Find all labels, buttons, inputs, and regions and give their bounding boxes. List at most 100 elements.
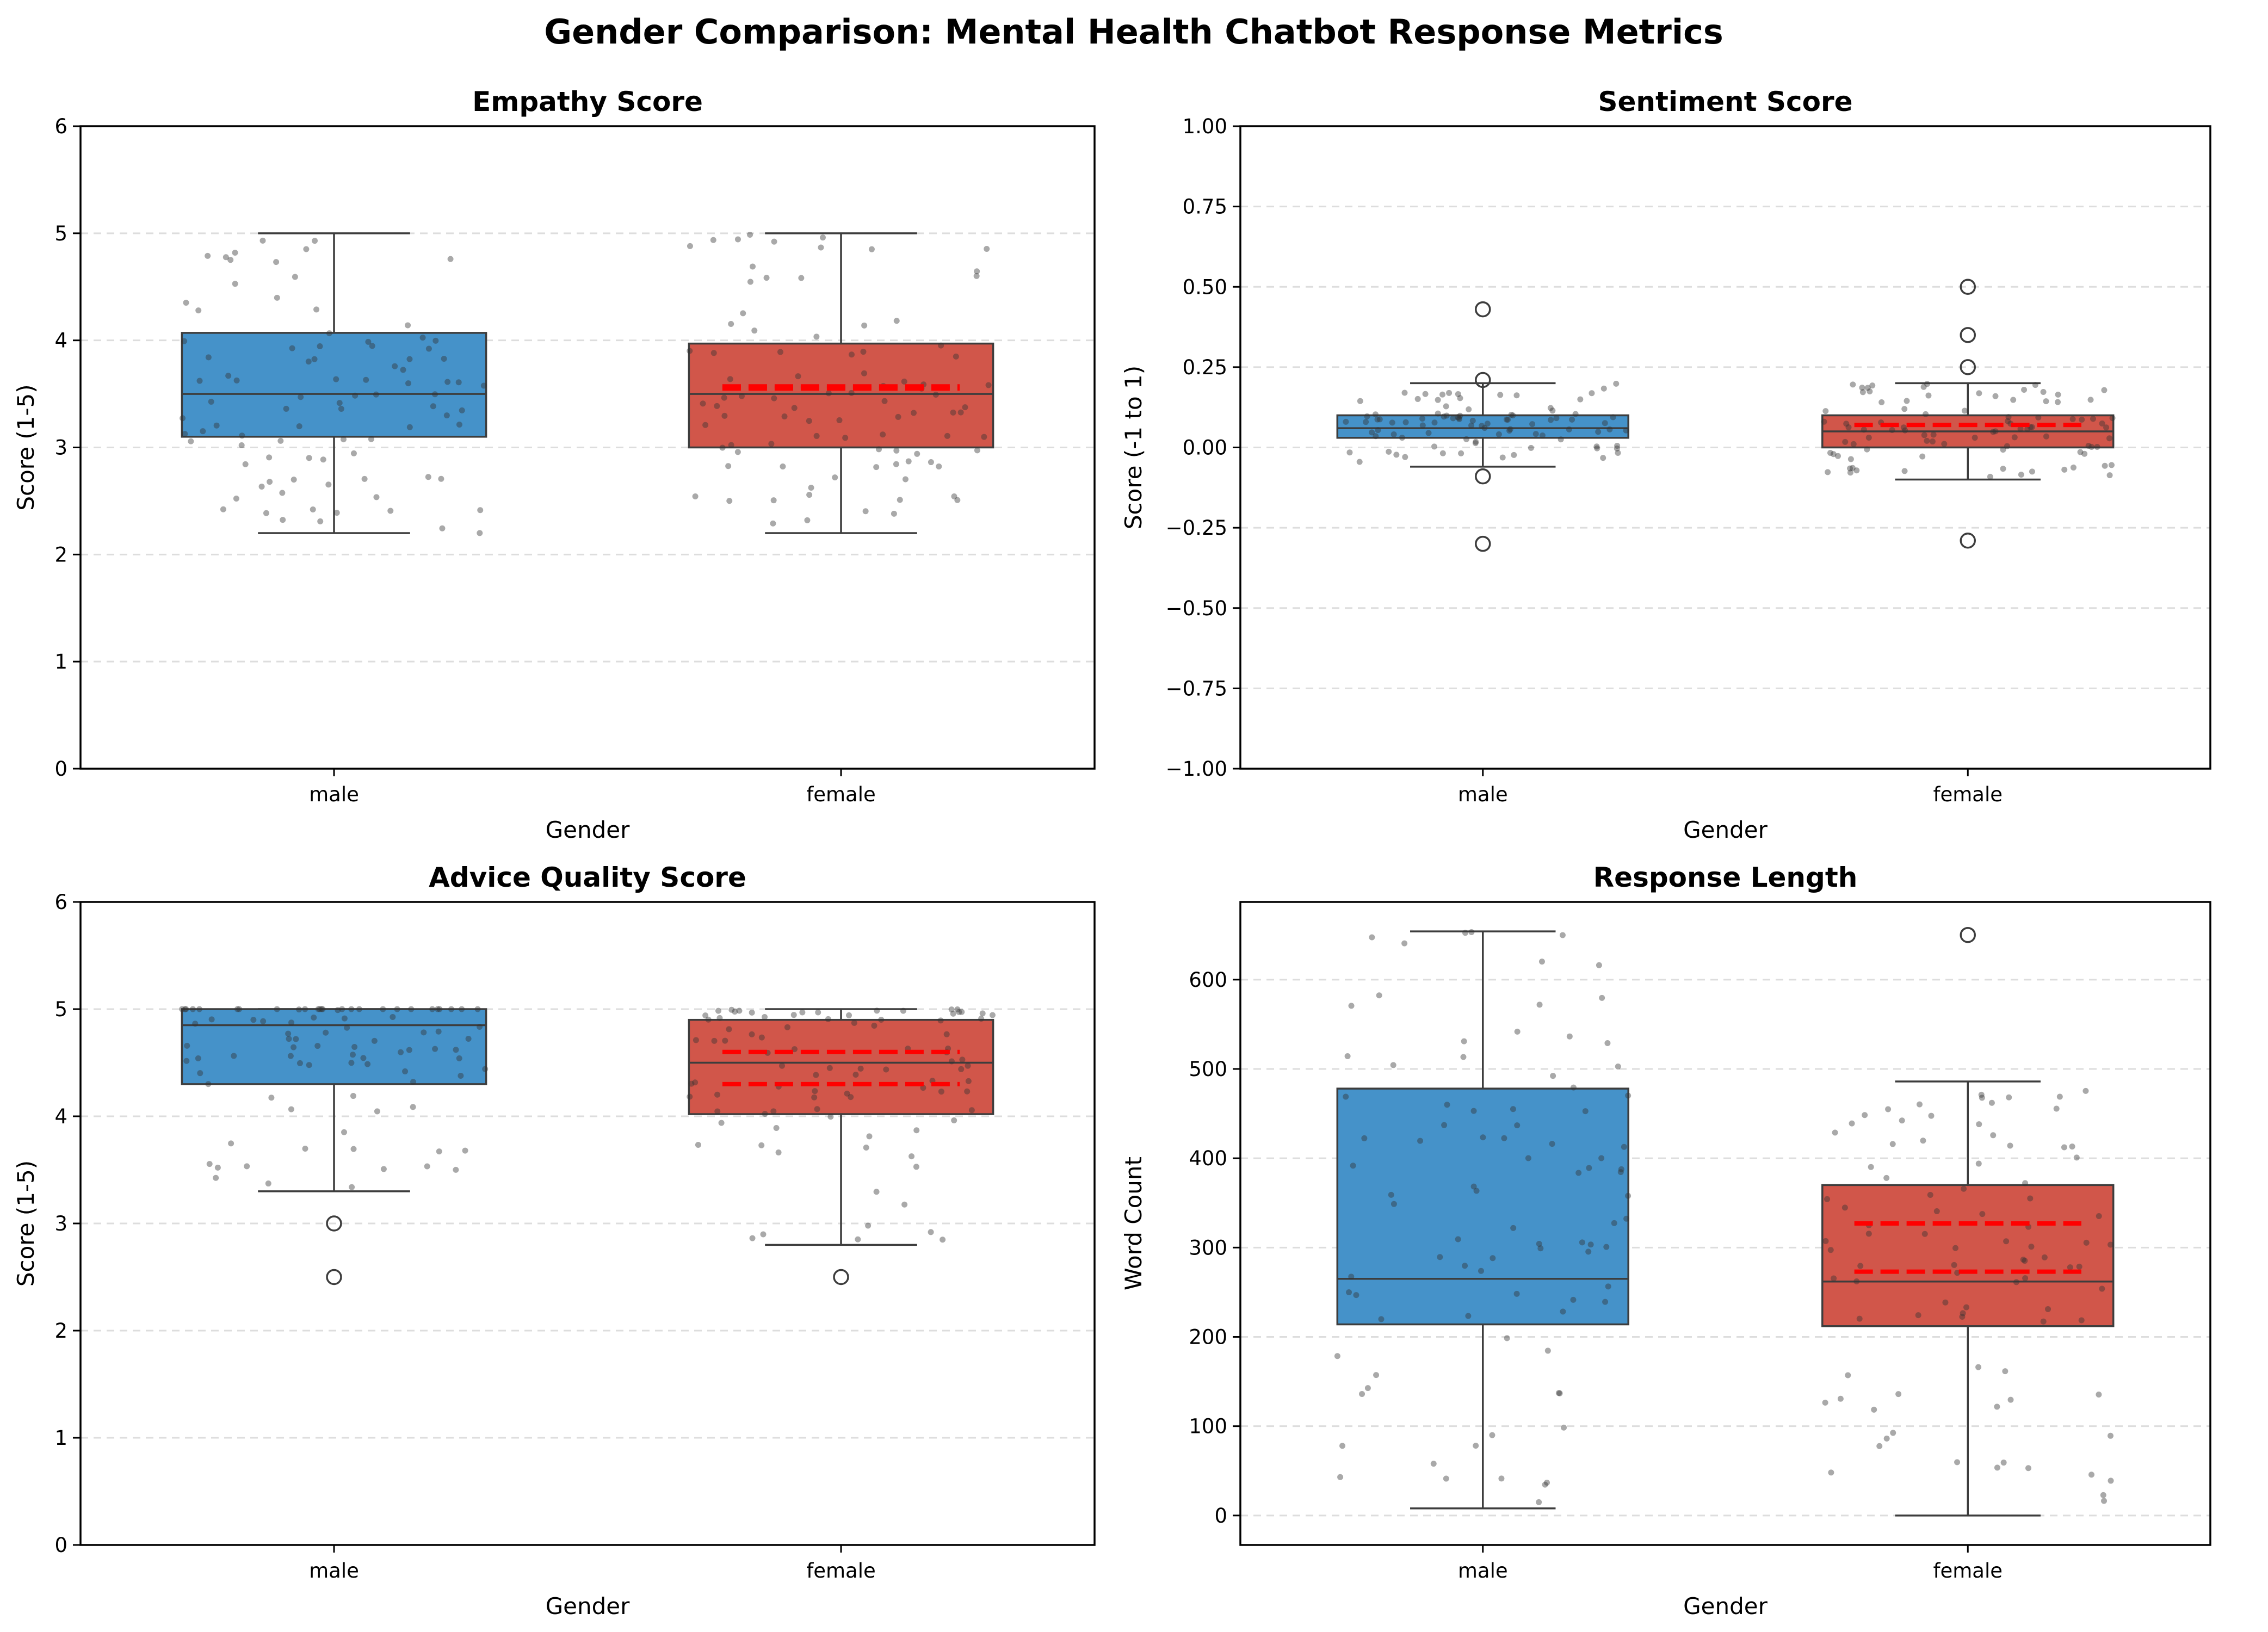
strip-point: [1594, 445, 1600, 452]
strip-point: [1582, 1108, 1589, 1115]
strip-point: [726, 498, 733, 504]
strip-male: [179, 1006, 489, 1190]
strip-point: [909, 1153, 915, 1160]
outlier-0: [1960, 926, 1976, 943]
strip-point: [380, 1006, 386, 1012]
strip-point: [728, 1006, 735, 1013]
strip-point: [738, 393, 745, 399]
strip-point: [1900, 424, 1907, 431]
strip-point: [815, 1009, 821, 1016]
strip-point: [2007, 1396, 2014, 1403]
strip-point: [900, 1007, 906, 1014]
strip-point: [1462, 1263, 1468, 1269]
chart-title: Response Length: [1593, 862, 1858, 893]
strip-point: [725, 463, 732, 469]
strip-point: [940, 1237, 946, 1243]
strip-point: [747, 231, 753, 238]
strip-point: [1987, 473, 1993, 480]
strip-point: [928, 459, 934, 466]
strip-point: [1470, 1183, 1477, 1190]
strip-point: [234, 1006, 240, 1012]
ytick-label-2: 2: [54, 543, 67, 566]
strip-point: [1899, 1117, 1905, 1124]
strip-point: [1419, 416, 1426, 422]
strip-point: [213, 422, 220, 429]
strip-point: [722, 1037, 728, 1044]
strip-point: [2002, 1368, 2009, 1375]
strip-point: [852, 1072, 859, 1078]
strip-point: [881, 398, 888, 404]
strip-point: [964, 1088, 971, 1095]
strip-point: [277, 437, 284, 444]
ytick-label-4: 400: [1189, 1147, 1227, 1170]
strip-point: [335, 1007, 341, 1013]
strip-point: [1555, 1390, 1562, 1396]
strip-point: [303, 246, 310, 252]
strip-point: [2035, 414, 2042, 421]
strip-point: [1386, 448, 1392, 455]
ytick-label-3: 300: [1189, 1236, 1227, 1259]
strip-point: [339, 1006, 345, 1012]
strip-point: [1402, 419, 1409, 425]
ytick-label-0: 0: [54, 757, 67, 781]
chart-2: 0 1 2 3 4 5 6 male female Advice Quality Score Gen…: [13, 862, 1096, 1619]
strip-point: [1929, 438, 1936, 445]
box-body: [1336, 414, 1629, 439]
strip-point: [405, 322, 411, 329]
strip-point: [1469, 417, 1476, 424]
strip-point: [477, 507, 484, 514]
strip-point: [2024, 426, 2031, 432]
strip-point: [1865, 435, 1872, 441]
strip-point: [233, 377, 240, 384]
strip-point: [436, 1006, 443, 1012]
box-body: [181, 332, 487, 438]
strip-point: [895, 413, 901, 420]
strip-point: [419, 335, 426, 341]
strip-point: [349, 1052, 356, 1058]
strip-point: [459, 407, 465, 413]
strip-point: [938, 1089, 944, 1095]
strip-point: [398, 1049, 404, 1055]
ytick-label-6: 6: [54, 115, 67, 138]
strip-point: [848, 390, 855, 396]
strip-point: [2106, 472, 2113, 479]
xtick-label-male: male: [1458, 783, 1508, 806]
strip-point: [928, 1229, 934, 1235]
strip-point: [1457, 395, 1463, 401]
strip-point: [456, 422, 462, 428]
strip-point: [1921, 432, 1927, 438]
strip-point: [338, 406, 344, 412]
strip-point: [1391, 1201, 1397, 1207]
strip-point: [1569, 416, 1575, 423]
strip-point: [1356, 459, 1363, 465]
strip-point: [1369, 429, 1375, 436]
strip-point: [763, 275, 770, 281]
strip-point: [1865, 1231, 1872, 1237]
strip-point: [1920, 1138, 1926, 1144]
strip-point: [1617, 1169, 1624, 1176]
strip-point: [1824, 1196, 1831, 1202]
strip-point: [1941, 441, 1948, 447]
strip-point: [231, 1053, 237, 1059]
strip-point: [1443, 403, 1449, 410]
strip-point: [319, 1006, 326, 1012]
strip-point: [758, 1142, 765, 1148]
strip-point: [795, 373, 801, 380]
strip-point: [1930, 431, 1937, 438]
strip-point: [317, 518, 324, 524]
strip-point: [205, 1081, 212, 1087]
strip-point: [734, 236, 741, 243]
strip-point: [1923, 411, 1929, 417]
strip-point: [1391, 431, 1397, 438]
strip-point: [348, 1006, 355, 1012]
strip-point: [421, 1029, 427, 1036]
strip-point: [232, 281, 238, 287]
strip-point: [1992, 428, 1999, 435]
strip-point: [206, 1161, 213, 1167]
strip-point: [1976, 1121, 1982, 1128]
strip-point: [1614, 442, 1621, 449]
strip-point: [317, 1006, 323, 1012]
strip-point: [373, 494, 380, 500]
strip-point: [2029, 468, 2035, 475]
strip-point: [1506, 428, 1513, 434]
